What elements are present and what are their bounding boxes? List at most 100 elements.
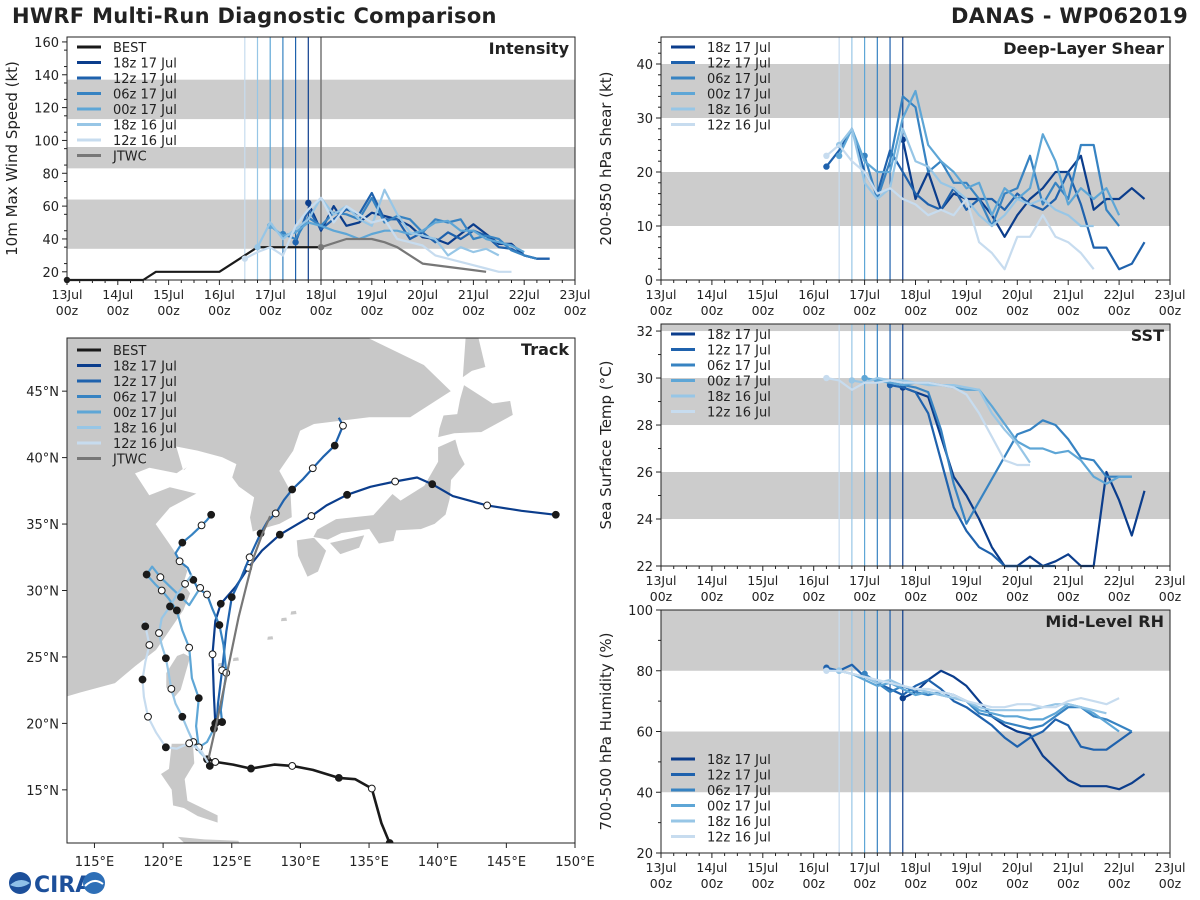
y-axis-label: 700-500 hPa Humidity (%) bbox=[597, 632, 615, 830]
x-tick-label: 16Jul bbox=[204, 287, 235, 302]
panel-title: Intensity bbox=[489, 39, 570, 58]
y-tick-label: 20°N bbox=[26, 717, 59, 732]
track-position-marker bbox=[178, 538, 187, 547]
x-tick-label: 23Jul bbox=[1155, 287, 1186, 302]
legend-label: 12z 16 Jul bbox=[707, 406, 771, 421]
track-position-marker bbox=[161, 654, 170, 663]
legend-label: 18z 17 Jul bbox=[707, 41, 771, 56]
track-position-marker bbox=[166, 602, 174, 611]
legend-label: 06z 17 Jul bbox=[707, 72, 771, 87]
shaded-band bbox=[661, 731, 1170, 793]
y-tick-label: 25°N bbox=[26, 651, 59, 666]
y-tick-label: 22 bbox=[636, 560, 653, 575]
legend-label: 00z 17 Jul bbox=[707, 88, 771, 103]
track-position-marker bbox=[181, 579, 189, 588]
x-tick-label: 00z bbox=[1057, 589, 1080, 604]
x-tick-label: 00z bbox=[701, 589, 724, 604]
landmass-island bbox=[231, 656, 240, 663]
landmass-kyushu bbox=[295, 536, 327, 578]
x-tick-label: 14Jul bbox=[696, 287, 727, 302]
x-tick-label: 00z bbox=[1006, 303, 1029, 318]
x-tick-label: 18Jul bbox=[900, 573, 931, 588]
track-position-marker bbox=[218, 718, 227, 726]
x-tick-label: 00z bbox=[701, 303, 724, 318]
track-position-marker bbox=[339, 421, 347, 430]
x-tick-label: 15Jul bbox=[747, 287, 778, 302]
legend-label: 18z 17 Jul bbox=[113, 57, 177, 72]
track-position-marker bbox=[227, 593, 236, 602]
series-start-point bbox=[823, 152, 830, 159]
series-start-point bbox=[861, 374, 868, 382]
track-position-marker bbox=[428, 480, 437, 489]
x-tick-label: 00z bbox=[259, 303, 282, 318]
y-tick-label: 40 bbox=[42, 233, 59, 248]
legend-label: BEST bbox=[113, 344, 146, 359]
x-tick-label: 20Jul bbox=[1002, 287, 1033, 302]
legend-label: 12z 17 Jul bbox=[707, 57, 771, 72]
series-start-point bbox=[241, 255, 248, 262]
x-tick-label: 00z bbox=[1108, 589, 1131, 604]
x-tick-label: 18Jul bbox=[900, 287, 931, 302]
track-best bbox=[207, 758, 391, 843]
y-tick-label: 30 bbox=[636, 112, 653, 127]
y-tick-label: 120 bbox=[34, 102, 59, 117]
track-position-marker bbox=[343, 490, 351, 499]
x-tick-label: 18Jul bbox=[306, 287, 337, 302]
track-position-marker bbox=[145, 641, 154, 649]
y-tick-label: 24 bbox=[636, 513, 653, 528]
y-tick-label: 15°N bbox=[26, 784, 59, 799]
x-tick-label: 00z bbox=[1006, 589, 1029, 604]
track-position-marker bbox=[391, 477, 400, 486]
track-position-marker bbox=[172, 606, 181, 615]
legend-label: 18z 17 Jul bbox=[707, 753, 771, 768]
x-tick-label: 00z bbox=[802, 303, 825, 318]
track-position-marker bbox=[185, 643, 194, 652]
landmass-island bbox=[266, 635, 275, 641]
track-position-marker bbox=[308, 464, 317, 473]
track-position-marker bbox=[178, 712, 187, 721]
x-tick-label: 125°E bbox=[212, 855, 252, 870]
x-tick-label: 20Jul bbox=[1002, 860, 1033, 875]
y-tick-label: 80 bbox=[636, 665, 653, 680]
x-tick-label: 22Jul bbox=[509, 287, 540, 302]
x-tick-label: 00z bbox=[361, 303, 384, 318]
track-position-marker bbox=[157, 586, 166, 595]
legend-label: 12z 17 Jul bbox=[113, 72, 177, 87]
x-tick-label: 00z bbox=[752, 303, 775, 318]
shaded-band bbox=[661, 378, 1170, 426]
legend-label: 06z 17 Jul bbox=[707, 359, 771, 374]
x-tick-label: 13Jul bbox=[646, 860, 677, 875]
x-tick-label: 14Jul bbox=[102, 287, 133, 302]
x-tick-label: 00z bbox=[650, 876, 673, 891]
panel-mid-level-rh: 2040608010013Jul00z14Jul00z15Jul00z16Jul… bbox=[597, 604, 1186, 891]
panel-title: SST bbox=[1131, 326, 1164, 345]
series-start-point bbox=[823, 374, 830, 382]
x-tick-label: 17Jul bbox=[255, 287, 286, 302]
series-line-12z-16-jul bbox=[825, 143, 1095, 271]
series-line-06z-17-jul bbox=[282, 196, 538, 260]
x-tick-label: 23Jul bbox=[1155, 860, 1186, 875]
x-tick-label: 00z bbox=[157, 303, 180, 318]
series-start-point bbox=[823, 163, 830, 170]
series-line-00z-17-jul bbox=[864, 376, 1132, 485]
track-position-marker bbox=[141, 622, 150, 631]
series-start-point bbox=[254, 243, 261, 251]
track-position-marker bbox=[247, 764, 255, 773]
x-tick-label: 00z bbox=[752, 589, 775, 604]
track-position-marker bbox=[215, 621, 224, 629]
landmass-island bbox=[289, 609, 298, 616]
land bbox=[67, 338, 560, 843]
series-start-point bbox=[823, 667, 830, 674]
track-position-marker bbox=[185, 739, 194, 748]
x-tick-label: 18Jul bbox=[900, 860, 931, 875]
x-tick-label: 23Jul bbox=[560, 287, 591, 302]
legend-label: 00z 17 Jul bbox=[707, 800, 771, 815]
x-tick-label: 14Jul bbox=[696, 860, 727, 875]
legend-label: 18z 16 Jul bbox=[707, 390, 771, 405]
legend-label: BEST bbox=[113, 41, 146, 56]
legend-label: 18z 16 Jul bbox=[113, 422, 177, 437]
series-line-18z-16-jul bbox=[256, 188, 500, 257]
track-position-marker bbox=[307, 512, 316, 520]
